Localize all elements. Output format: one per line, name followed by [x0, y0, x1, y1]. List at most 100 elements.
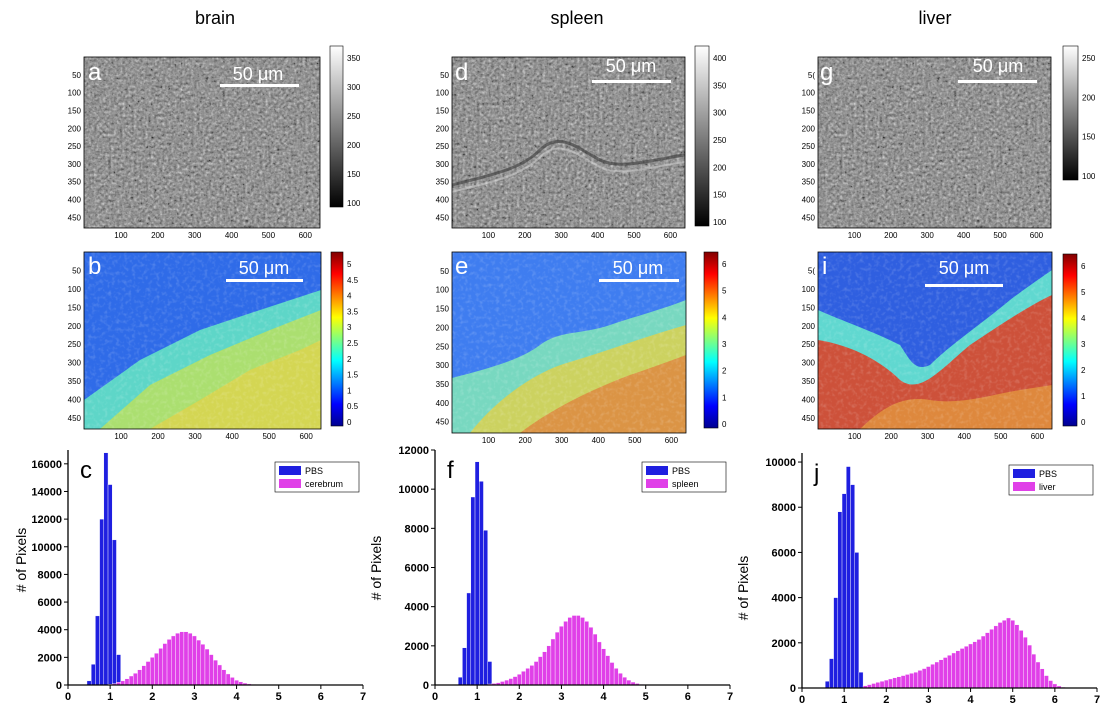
ytick-a-7: 400: [68, 196, 82, 205]
bar-c-s0-4: [103, 452, 109, 686]
xtick-j-4: 4: [968, 694, 975, 706]
panel-label-d: d: [455, 59, 468, 86]
ylabel-j: # of Pixels: [735, 556, 751, 621]
bar-f-s0-4: [474, 461, 480, 686]
cbar-tick-a-1: 300: [347, 83, 361, 92]
bar-c-s1-28: [225, 673, 231, 686]
ytick-c-7: 14000: [31, 486, 62, 498]
bar-j-s1-17: [934, 661, 940, 689]
xtick-i-5: 600: [1031, 432, 1045, 441]
cbar-tick-e-6: 0: [722, 420, 727, 429]
bar-f-s1-15: [550, 638, 556, 686]
col-title-brain: brain: [195, 8, 235, 28]
cbar-tick-e-2: 4: [722, 313, 727, 322]
bar-j-s1-29: [985, 632, 990, 689]
bar-c-s1-27: [221, 669, 227, 686]
bar-f-s1-4: [504, 679, 509, 686]
bar-c-s1-13: [162, 643, 168, 686]
xtick-d-2: 300: [555, 231, 569, 240]
cbar-tick-b-7: 1.5: [347, 371, 359, 380]
bar-c-s1-9: [145, 661, 151, 686]
xtick-g-5: 600: [1030, 231, 1044, 240]
bar-j-s1-21: [951, 652, 957, 689]
xtick-f-5: 5: [643, 691, 649, 703]
scalebar-e: [599, 279, 679, 282]
xtick-f-1: 1: [474, 691, 480, 703]
scalebar-i: [925, 284, 1003, 287]
ytick-g-6: 350: [802, 178, 816, 187]
xtick-e-3: 400: [592, 436, 606, 445]
bar-f-s1-30: [613, 668, 619, 686]
ytick-g-8: 450: [802, 213, 816, 222]
ytick-e-2: 150: [436, 305, 450, 314]
xtick-d-5: 600: [664, 231, 678, 240]
xtick-c-0: 0: [65, 691, 71, 703]
bar-j-s1-18: [938, 659, 944, 689]
ytick-i-7: 400: [802, 396, 816, 405]
bar-c-s0-5: [107, 484, 113, 686]
bar-c-s0-2: [95, 615, 100, 686]
bar-j-s1-26: [972, 641, 978, 689]
bar-j-s1-25: [968, 643, 973, 689]
ytick-b-0: 50: [72, 266, 81, 275]
bar-f-s1-25: [592, 633, 598, 686]
bar-f-s1-14: [546, 645, 552, 686]
cbar-tick-b-1: 4.5: [347, 276, 359, 285]
ytick-a-0: 50: [72, 71, 81, 80]
cbar-tick-b-8: 1: [347, 386, 352, 395]
ytick-e-8: 450: [436, 418, 450, 427]
scalebar-label-i: 50 μm: [939, 258, 989, 278]
xtick-g-0: 100: [848, 231, 862, 240]
panel-label-i: i: [822, 253, 827, 280]
bar-f-s1-19: [567, 617, 573, 686]
legend-swatch-j-1: [1013, 482, 1035, 491]
bar-j-s0-6: [850, 484, 855, 689]
bar-j-s1-3: [875, 682, 881, 689]
bar-c-s1-12: [158, 648, 164, 686]
xtick-c-1: 1: [107, 691, 113, 703]
bar-j-s1-22: [955, 650, 961, 689]
ytick-e-4: 250: [436, 342, 450, 351]
cbar-tick-a-0: 350: [347, 54, 361, 63]
bar-j-s1-27: [976, 639, 982, 689]
bar-j-s1-15: [926, 666, 931, 689]
xtick-i-2: 300: [921, 432, 935, 441]
cbar-tick-b-6: 2: [347, 355, 352, 364]
cbar-tick-b-10: 0: [347, 418, 352, 427]
bar-f-s1-20: [571, 615, 577, 686]
ytick-g-1: 100: [802, 89, 816, 98]
xtick-j-2: 2: [883, 694, 889, 706]
bar-c-s1-23: [204, 648, 210, 686]
cbar-tick-a-2: 250: [347, 112, 361, 121]
ytick-e-7: 400: [436, 399, 450, 408]
colorbar-b: [330, 251, 344, 427]
panel-label-b: b: [88, 253, 101, 280]
bar-j-s1-9: [900, 675, 906, 689]
image-panel-g: g 50 μm: [817, 56, 1052, 229]
bar-j-s1-37: [1018, 630, 1024, 689]
cbar-tick-e-3: 3: [722, 340, 727, 349]
ytick-i-3: 200: [802, 322, 816, 331]
ytick-e-6: 350: [436, 380, 450, 389]
col-title-liver: liver: [918, 8, 951, 28]
ytick-d-2: 150: [436, 106, 450, 115]
xtick-b-2: 300: [188, 432, 202, 441]
ytick-j-4: 8000: [772, 502, 796, 514]
ytick-g-4: 250: [802, 142, 816, 151]
xtick-c-7: 7: [360, 691, 366, 703]
ytick-e-3: 200: [436, 323, 450, 332]
cbar-tick-i-4: 2: [1081, 366, 1086, 375]
bar-f-s1-9: [525, 668, 531, 686]
ytick-f-6: 12000: [398, 445, 429, 457]
cbar-tick-i-2: 4: [1081, 314, 1086, 323]
cbar-tick-a-4: 150: [347, 170, 361, 179]
bar-j-s0-4: [841, 493, 847, 689]
bar-f-s1-11: [533, 661, 539, 686]
xtick-d-1: 200: [518, 231, 532, 240]
xtick-f-0: 0: [432, 691, 438, 703]
ytick-d-4: 250: [436, 142, 450, 151]
legend-swatch-f-0: [646, 466, 668, 475]
bar-f-s1-32: [622, 676, 627, 686]
cbar-tick-d-0: 400: [713, 54, 727, 63]
